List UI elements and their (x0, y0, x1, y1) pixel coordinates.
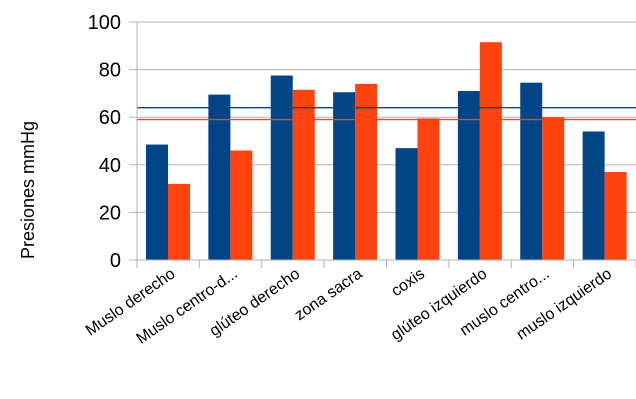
y-tick-label: 60 (99, 107, 121, 129)
y-tick-label: 0 (110, 250, 121, 272)
bar-series-2-6 (542, 117, 565, 260)
bar-series-2-1 (230, 150, 253, 260)
bar-series-2-2 (292, 89, 315, 260)
reference-lines (137, 107, 636, 121)
axes (129, 22, 636, 268)
y-tick-label: 20 (99, 202, 121, 224)
x-category-label: coxis (388, 265, 428, 300)
bar-series-1-5 (457, 91, 480, 261)
bars (146, 42, 627, 261)
bar-series-1-7 (582, 131, 605, 260)
bar-series-1-6 (520, 82, 543, 260)
y-axis-ticks: 0 20 40 60 80 100 (88, 12, 121, 272)
bar-series-1-3 (333, 92, 356, 261)
bar-series-2-3 (355, 83, 378, 260)
bar-series-1-2 (270, 75, 293, 260)
bar-series-1-1 (208, 94, 231, 260)
y-tick-label: 80 (99, 60, 121, 82)
x-category-label: zona sacra (292, 265, 366, 324)
bar-series-2-5 (479, 42, 502, 261)
bar-series-2-0 (168, 183, 190, 260)
y-tick-label: 40 (99, 155, 121, 177)
bar-series-2-7 (604, 171, 627, 260)
bar-series-1-4 (395, 148, 418, 260)
y-tick-label: 100 (88, 12, 121, 34)
bar-series-2-4 (417, 118, 440, 260)
y-axis-label: Presiones mmHg (18, 121, 38, 259)
bar-series-1-0 (146, 144, 168, 260)
